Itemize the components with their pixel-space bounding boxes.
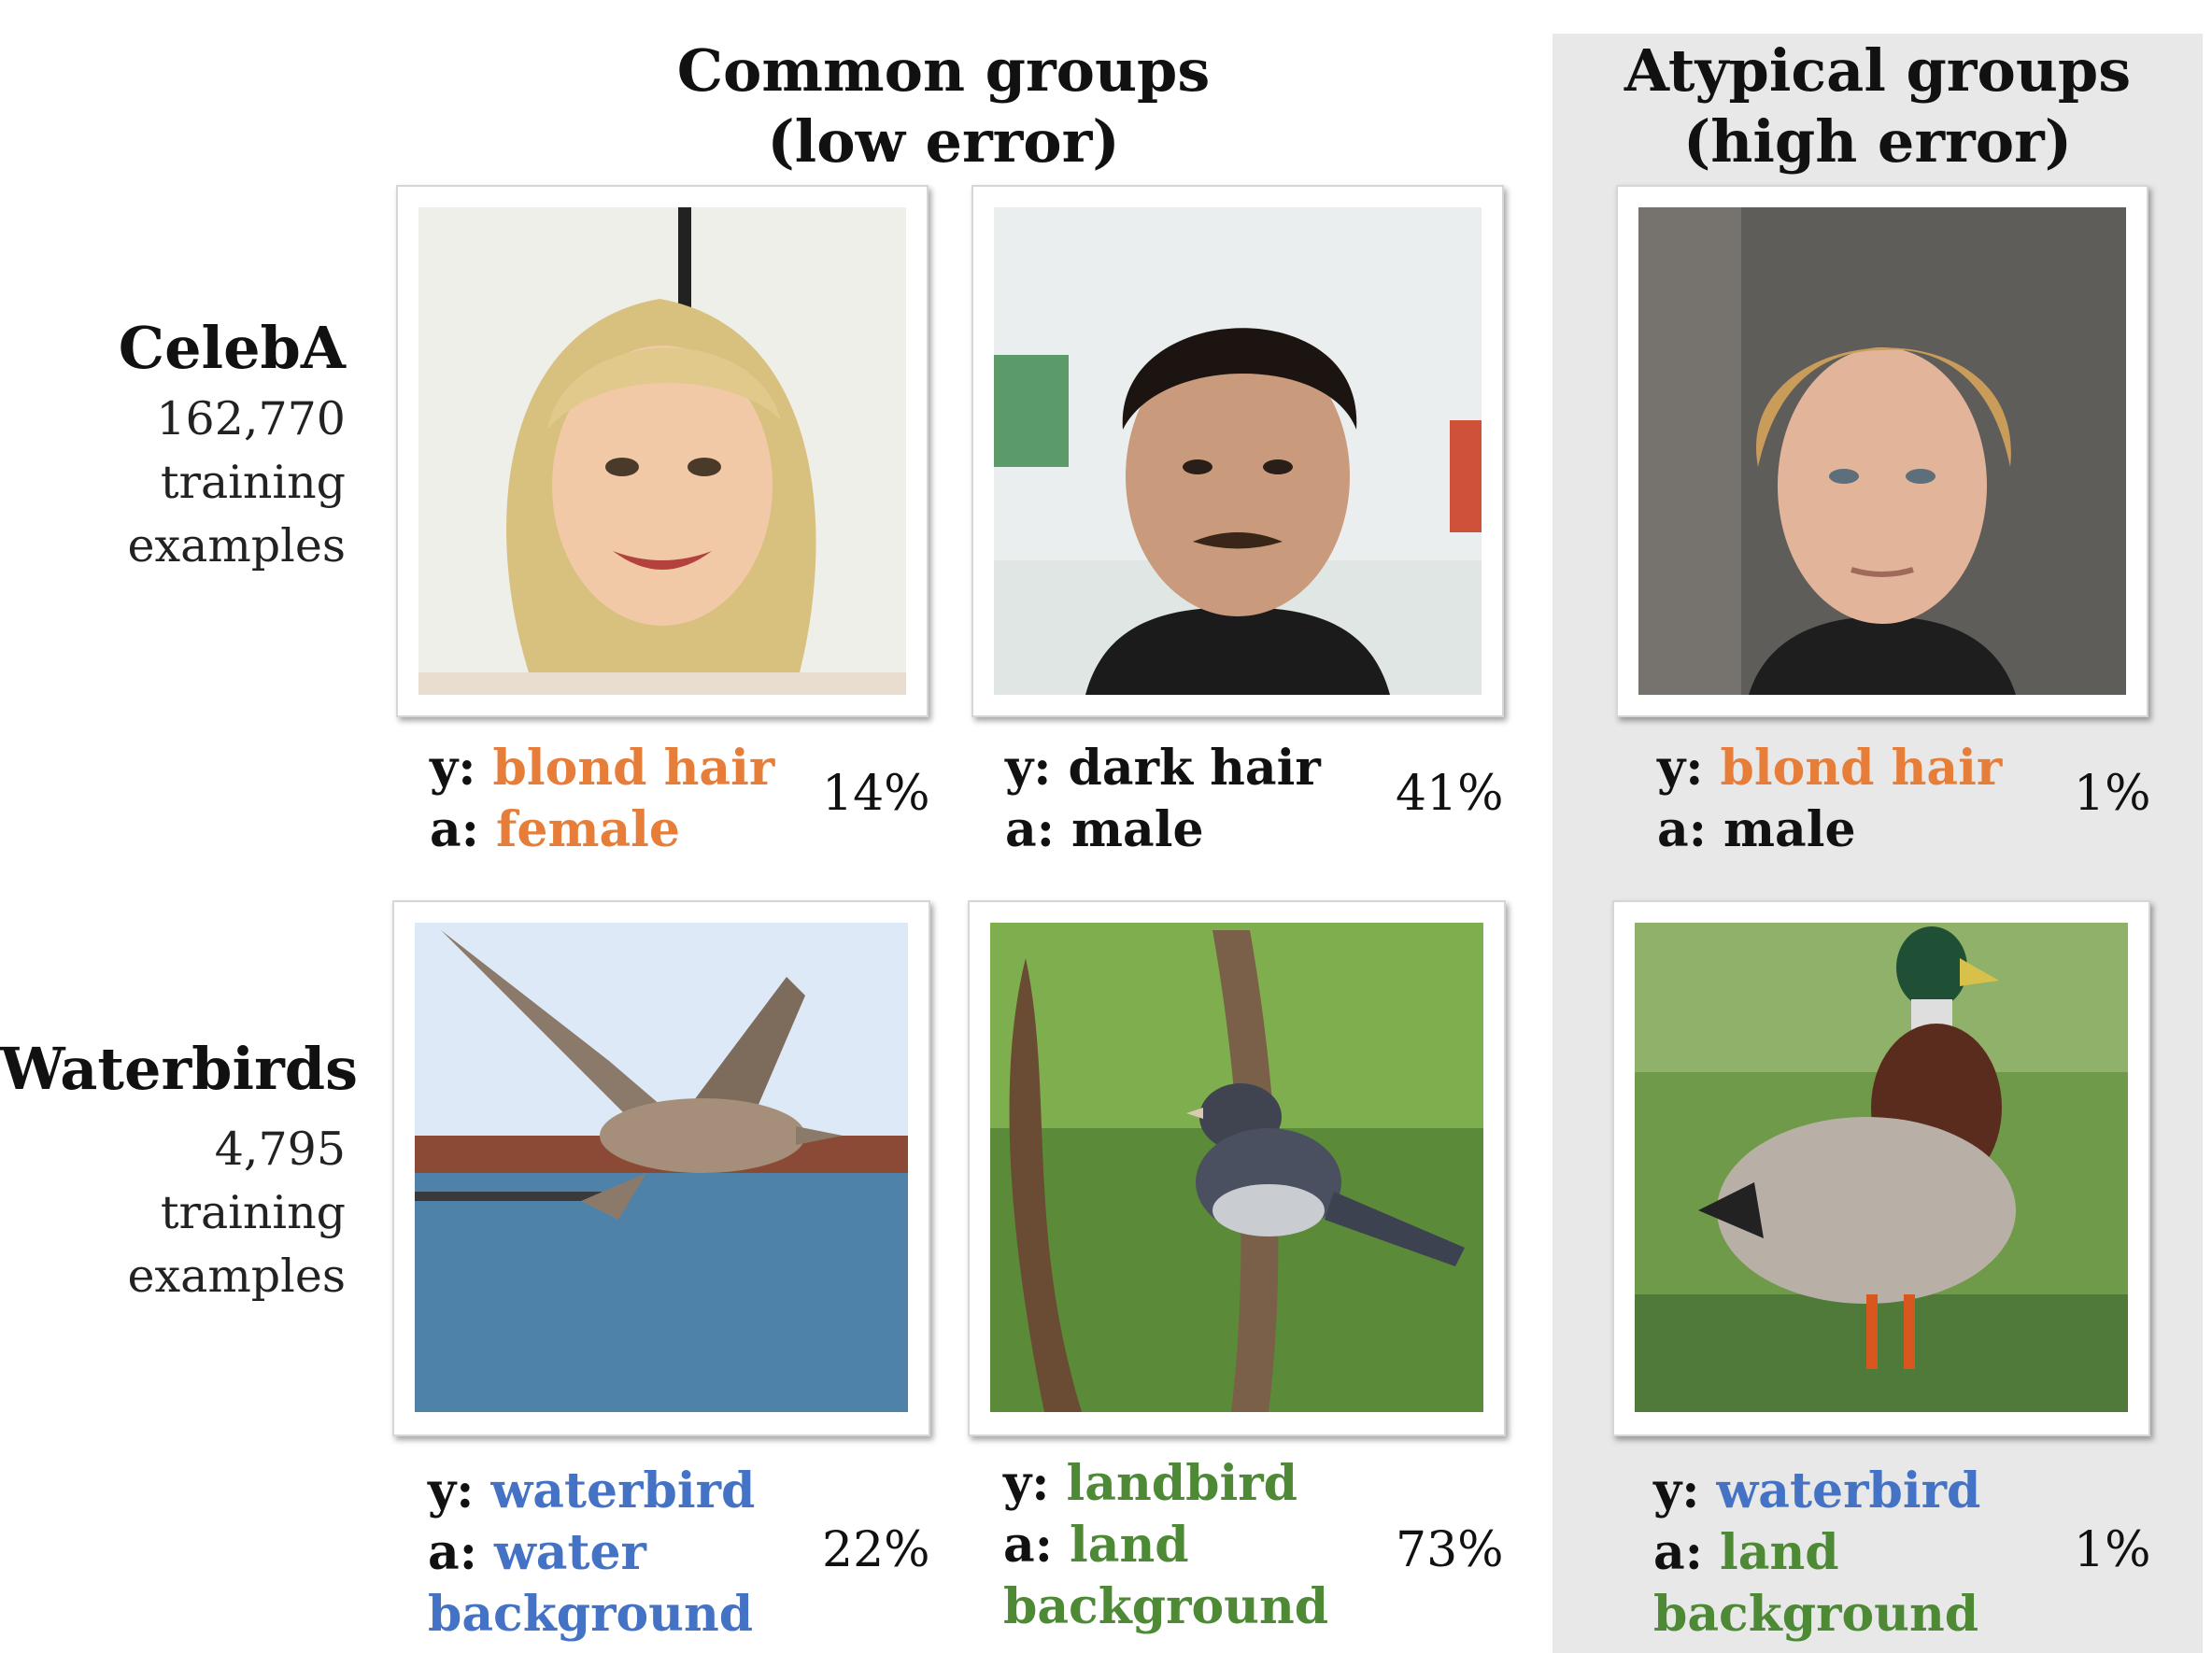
a-value-cont: background	[1003, 1578, 1329, 1635]
y-value: waterbird	[490, 1462, 756, 1519]
waterbirds-common-image-2	[968, 900, 1506, 1436]
common-groups-header: Common groups (low error)	[654, 35, 1233, 177]
y-key: y:	[430, 740, 476, 797]
a-key: a:	[1005, 801, 1055, 858]
celeba-caption-3: y: blond hair a: male	[1657, 738, 2049, 861]
y-value: landbird	[1066, 1455, 1298, 1512]
waterbirds-sub-training: training	[160, 1186, 346, 1239]
waterbirds-common-image-1	[392, 900, 930, 1436]
blond-man-photo	[1638, 207, 2126, 695]
a-value: water	[494, 1524, 646, 1581]
a-value-cont: background	[428, 1586, 754, 1643]
waterbirds-percent-3: 1%	[2074, 1522, 2151, 1578]
a-key: a:	[430, 801, 479, 858]
a-key: a:	[1003, 1517, 1053, 1574]
a-value: male	[1723, 801, 1856, 858]
celeba-title: CelebA	[118, 314, 346, 382]
celeba-caption-2: y: dark hair a: male	[1005, 738, 1397, 861]
y-value: waterbird	[1716, 1462, 1981, 1519]
blond-woman-photo	[418, 207, 906, 695]
celeba-row-label: CelebA 162,770 training examples	[37, 314, 346, 578]
celeba-count: 162,770	[156, 392, 346, 445]
waterbirds-percent-2: 73%	[1396, 1522, 1504, 1578]
celeba-common-image-1	[396, 185, 929, 717]
common-header-line1: Common groups	[676, 36, 1211, 105]
celeba-percent-2: 41%	[1396, 766, 1504, 822]
y-value: blond hair	[1720, 740, 2003, 797]
y-value: blond hair	[492, 740, 775, 797]
atypical-groups-header: Atypical groups (high error)	[1588, 35, 2167, 177]
flying-seabird-over-water-photo	[415, 923, 908, 1412]
y-key: y:	[1005, 740, 1052, 797]
a-key: a:	[428, 1524, 477, 1581]
celeba-sub-examples: examples	[127, 519, 347, 572]
a-value: land	[1070, 1517, 1189, 1574]
dark-haired-man-photo	[994, 207, 1482, 695]
common-header-line2: (low error)	[767, 107, 1120, 176]
a-value: female	[496, 801, 681, 858]
waterbirds-caption-1: y: waterbird a: water background	[428, 1461, 820, 1646]
a-value: land	[1720, 1524, 1839, 1581]
celeba-sub-training: training	[160, 456, 346, 509]
a-key: a:	[1657, 801, 1707, 858]
y-key: y:	[1653, 1462, 1700, 1519]
waterbirds-percent-1: 22%	[822, 1522, 930, 1578]
y-key: y:	[428, 1462, 475, 1519]
y-value: dark hair	[1068, 740, 1321, 797]
a-value: male	[1071, 801, 1204, 858]
a-key: a:	[1653, 1524, 1703, 1581]
celeba-caption-1: y: blond hair a: female	[430, 738, 822, 861]
waterbirds-sub-examples: examples	[127, 1250, 347, 1303]
mallard-duck-in-grass-photo	[1635, 923, 2128, 1412]
y-key: y:	[1003, 1455, 1050, 1512]
waterbirds-caption-2: y: landbird a: land background	[1003, 1453, 1396, 1638]
celeba-percent-1: 14%	[822, 766, 930, 822]
a-value-cont: background	[1653, 1586, 1979, 1643]
celeba-percent-3: 1%	[2074, 766, 2151, 822]
y-key: y:	[1657, 740, 1704, 797]
celeba-common-image-2	[971, 185, 1504, 717]
waterbirds-title: Waterbirds	[0, 1035, 358, 1103]
atypical-header-line2: (high error)	[1682, 107, 2073, 176]
junco-on-plant-photo	[990, 923, 1483, 1412]
waterbirds-caption-3: y: waterbird a: land background	[1653, 1461, 2046, 1646]
celeba-atypical-image	[1616, 185, 2148, 717]
waterbirds-atypical-image	[1612, 900, 2150, 1436]
atypical-header-line1: Atypical groups	[1624, 36, 2132, 105]
waterbirds-count: 4,795	[214, 1123, 346, 1176]
waterbirds-row-label: Waterbirds 4,795 training examples	[0, 1035, 358, 1308]
